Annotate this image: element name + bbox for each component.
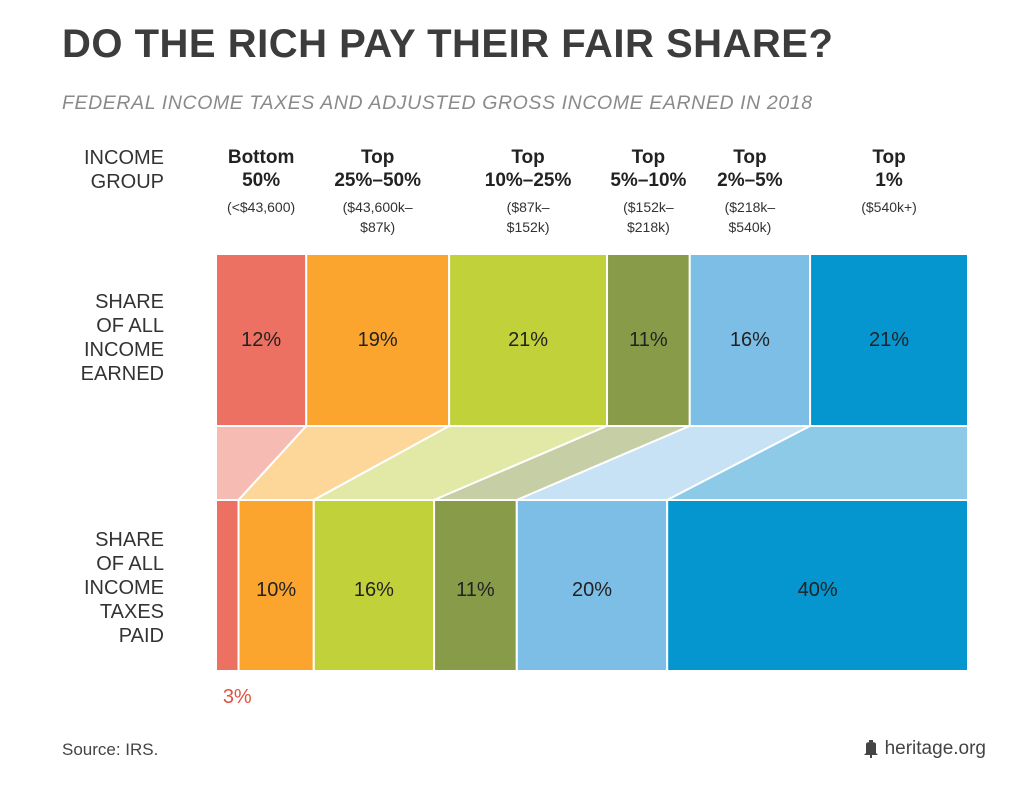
liberty-bell-icon <box>863 740 878 758</box>
chart-subtitle: FEDERAL INCOME TAXES AND ADJUSTED GROSS … <box>62 92 813 114</box>
group-name-line: Top <box>360 147 395 168</box>
income-earned-row-label: SHARE OF ALL INCOME EARNED <box>4 290 164 386</box>
taxes-bar <box>515 499 669 672</box>
group-range-line: $540k) <box>728 219 772 235</box>
taxes-paid-row-label: SHARE OF ALL INCOME TAXES PAID <box>4 528 164 648</box>
group-name-line: 2%–5% <box>717 170 783 191</box>
taxes-bar <box>312 499 436 672</box>
group-range-line: (<$43,600) <box>227 199 296 215</box>
income-bar <box>215 253 308 427</box>
income-value-label: 11% <box>629 329 668 351</box>
taxes-value-label: 11% <box>456 579 495 601</box>
taxes-bar <box>433 499 518 672</box>
group-header: Bottom 50% (<$43,600) <box>186 146 336 216</box>
group-name-line: Top <box>872 147 906 168</box>
chart-title: DO THE RICH PAY THEIR FAIR SHARE? <box>62 22 834 66</box>
group-range-line: ($87k– <box>506 199 550 215</box>
group-name-line: Top <box>631 147 666 168</box>
group-header: Top 25%–50% ($43,600k– $87k) <box>303 146 453 236</box>
taxes-row-label-line: OF ALL <box>96 553 164 575</box>
group-range-line: $87k) <box>360 219 396 235</box>
group-header: Top 10%–25% ($87k– $152k) <box>453 146 603 236</box>
brand: heritage.org <box>863 738 986 760</box>
taxes-value-label: 10% <box>256 579 296 601</box>
income-value-label: 21% <box>508 329 548 351</box>
group-range-line: $218k) <box>626 219 670 235</box>
income-value-label: 19% <box>358 329 398 351</box>
group-name-line: 5%–10% <box>610 170 687 191</box>
group-name-line: 10%–25% <box>484 170 572 191</box>
taxes-value-label: 3% <box>223 686 252 708</box>
group-name-line: Top <box>733 147 767 168</box>
income-value-label: 12% <box>241 329 281 351</box>
income-row-label-line: EARNED <box>80 363 164 385</box>
source-note: Source: IRS. <box>62 740 159 759</box>
income-row-label-line: SHARE <box>95 291 164 313</box>
group-name-line: 25%–50% <box>334 170 421 191</box>
taxes-value-label: 16% <box>354 579 394 601</box>
taxes-bar <box>215 499 240 672</box>
taxes-row-label-line: SHARE <box>95 529 164 551</box>
brand-text: heritage.org <box>884 738 986 759</box>
taxes-value-label: 40% <box>798 579 838 601</box>
group-range-line: ($43,600k– <box>342 199 413 215</box>
income-row-label-line: OF ALL <box>96 315 164 337</box>
income-group-header-line2: GROUP <box>90 171 164 193</box>
group-name-line: 1% <box>875 170 903 191</box>
income-bar <box>448 253 609 427</box>
group-header: Top 2%–5% ($218k– $540k) <box>675 146 825 236</box>
income-bar <box>305 253 451 427</box>
group-name-line: 50% <box>242 170 281 191</box>
income-bar <box>809 253 970 427</box>
taxes-row-label-line: PAID <box>118 625 164 647</box>
income-group-header-line1: INCOME <box>84 147 164 169</box>
group-name-line: Bottom <box>227 147 295 168</box>
income-bar <box>688 253 812 427</box>
group-header: Top 1% ($540k+) <box>814 146 964 216</box>
income-group-header: INCOME GROUP <box>4 146 164 194</box>
taxes-value-label: 20% <box>572 579 612 601</box>
taxes-row-label-line: INCOME <box>84 577 164 599</box>
group-range-line: ($152k– <box>623 199 674 215</box>
income-row-label-line: INCOME <box>84 339 164 361</box>
taxes-row-label-line: TAXES <box>99 601 164 623</box>
group-range-line: ($218k– <box>724 199 776 215</box>
taxes-bar <box>237 499 315 672</box>
group-range-line: ($540k+) <box>861 199 917 215</box>
group-range-line: $152k) <box>506 219 550 235</box>
income-value-label: 16% <box>730 329 770 351</box>
group-header: Top 5%–10% ($152k– $218k) <box>573 146 723 236</box>
group-name-line: Top <box>511 147 545 168</box>
income-value-label: 21% <box>869 329 909 351</box>
taxes-bar <box>666 499 969 672</box>
